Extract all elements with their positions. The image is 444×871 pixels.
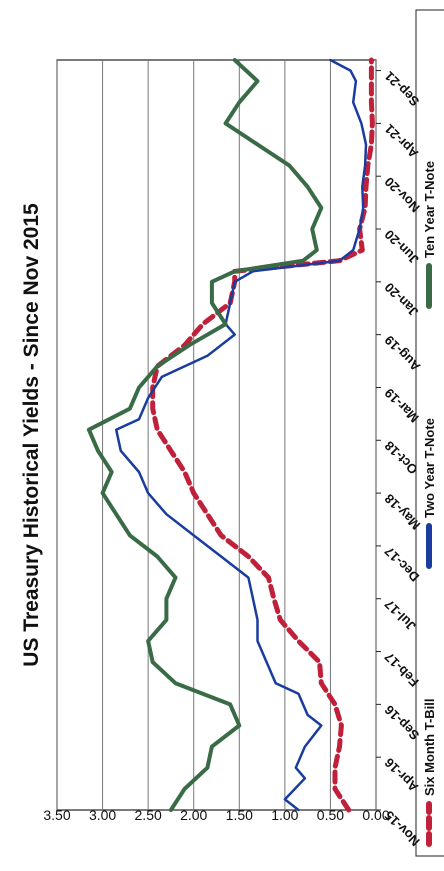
legend-frame: [415, 9, 444, 857]
series-line-1: [114, 58, 368, 812]
legend: Six Month T-Bill Two Year T-Note Ten Year …: [415, 9, 444, 857]
series-line-0: [150, 57, 375, 813]
grid-layer: [56, 59, 377, 811]
y-tick-label: 3.00: [89, 807, 116, 823]
series-layer: [86, 57, 375, 813]
y-tick-label: 0.00: [362, 807, 389, 823]
y-tick-label: 1.00: [271, 807, 298, 823]
y-tick-label: 2.50: [135, 807, 162, 823]
legend-label-0: Six Month T-Bill: [422, 699, 437, 797]
legend-label-2: Ten Year T-Note: [422, 161, 437, 258]
y-tick-label: 2.00: [180, 807, 207, 823]
y-tick-label: 0.50: [317, 807, 344, 823]
series-line-2: [86, 58, 324, 812]
chart-title: US Treasury Historical Yields - Since No…: [20, 203, 43, 667]
y-tick-label: 3.50: [43, 807, 70, 823]
y-tick-label: 1.50: [226, 807, 253, 823]
legend-label-1: Two Year T-Note: [422, 418, 437, 518]
